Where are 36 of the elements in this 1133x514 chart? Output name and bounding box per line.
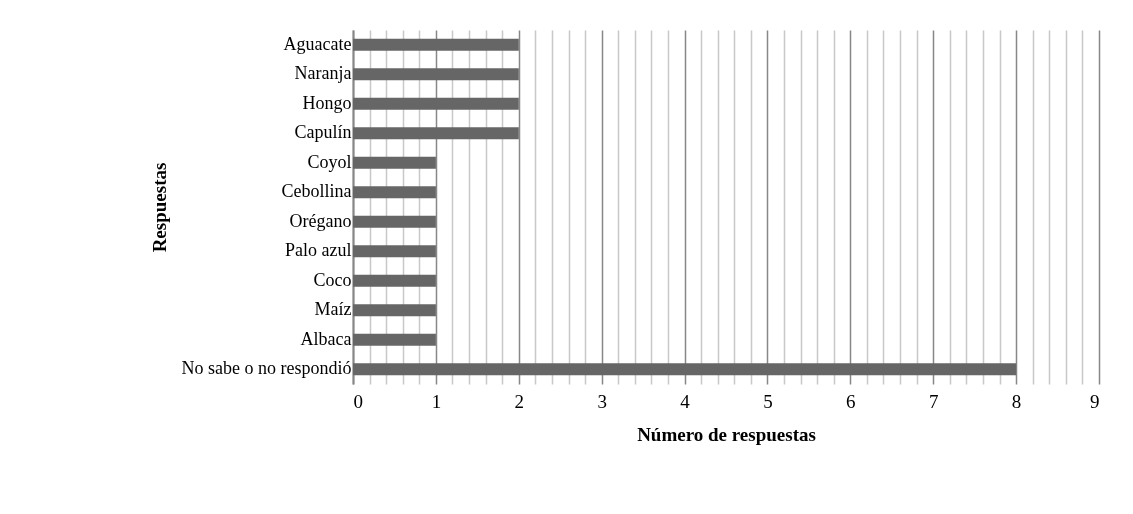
y-tick-label: Capulín (294, 122, 352, 143)
y-tick-label: Palo azul (285, 240, 352, 261)
bar (353, 333, 436, 346)
bar (353, 363, 1017, 376)
y-tick-label: Cebollina (281, 181, 352, 202)
bar (353, 68, 519, 81)
bar (353, 304, 436, 317)
y-tick-label: Naranja (294, 63, 352, 84)
bar (353, 274, 436, 287)
y-tick-label: Aguacate (283, 33, 352, 54)
y-tick-label: Orégano (289, 210, 352, 231)
bar (353, 215, 436, 228)
y-tick-label: Coco (313, 269, 352, 290)
y-tick-label: Maíz (314, 299, 352, 320)
x-tick-label: 6 (846, 390, 856, 412)
bar (353, 97, 519, 110)
bar (353, 245, 436, 258)
y-tick-label: Hongo (302, 92, 352, 113)
y-axis-title: Respuestas (148, 162, 170, 253)
x-tick-label: 9 (1090, 390, 1100, 412)
x-tick-label: 5 (763, 390, 773, 412)
x-tick-label: 4 (680, 390, 691, 412)
x-tick-label: 7 (928, 390, 939, 412)
x-tick-label: 2 (514, 390, 525, 412)
y-tick-label: Albaca (300, 328, 352, 349)
x-tick-label: 1 (431, 390, 442, 412)
bar (353, 156, 436, 169)
bar (353, 127, 519, 140)
y-tick-label: Coyol (307, 151, 352, 172)
x-tick-label: 0 (353, 390, 363, 412)
bar (353, 186, 436, 199)
x-axis-title: Número de respuestas (637, 423, 816, 445)
y-tick-label: No sabe o no respondió (181, 358, 352, 379)
x-tick-label: 3 (597, 390, 607, 412)
x-tick-label: 8 (1011, 390, 1022, 412)
bar (353, 38, 519, 51)
